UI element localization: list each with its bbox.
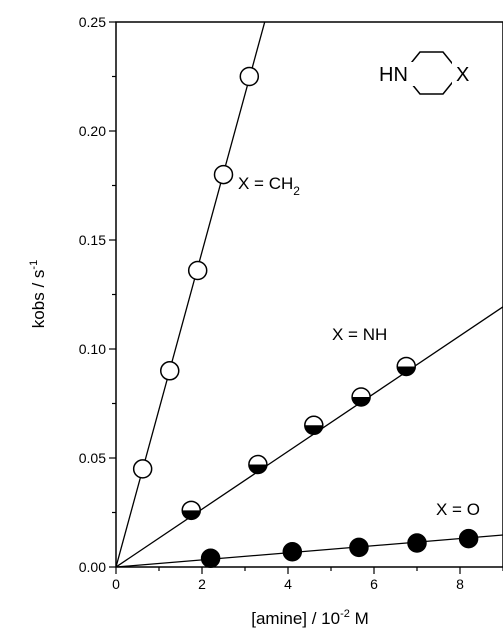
y-axis-title-main: kobs / s: [29, 270, 48, 329]
y-tick-label: 0.05: [79, 450, 106, 466]
data-point-series-2-2: [349, 537, 369, 558]
data-point-series-2-1: [282, 541, 303, 562]
ring-label-hn: HN: [379, 64, 408, 86]
x-axis-ticks: 0 2 4 6 8: [112, 567, 503, 592]
fit-line-series-0: [116, 22, 266, 567]
data-point-series-0-2: [187, 260, 208, 281]
data-point-series-0-1: [160, 361, 180, 381]
data-point-series-1-4: [396, 356, 416, 377]
data-point-series-0-0: [132, 459, 153, 479]
x-tick-label: 8: [456, 576, 464, 592]
data-points: [132, 66, 479, 569]
x-tick-label: 2: [198, 576, 206, 592]
series-label-ch2: X = CH2: [238, 174, 300, 198]
ring-label-mask-right: [452, 62, 474, 86]
x-axis-title: [amine] / 10-2 M: [251, 608, 369, 628]
data-point-series-0-3: [213, 164, 234, 185]
x-tick-label: 4: [284, 576, 292, 592]
fit-line-series-2: [116, 534, 503, 567]
data-point-series-1-2: [304, 415, 324, 436]
y-axis-ticks: 0.00 0.05 0.10 0.15 0.20 0.25: [79, 14, 116, 575]
ring-label-x: X: [456, 64, 469, 86]
data-point-series-2-4: [458, 528, 479, 549]
data-point-series-1-3: [351, 387, 371, 407]
series-label-ch2-main: X = CH: [238, 174, 293, 193]
fit-lines: [116, 22, 503, 567]
y-tick-label: 0.20: [79, 123, 106, 139]
ring-structure-inset: HN X: [377, 51, 474, 95]
y-tick-label: 0.25: [79, 14, 106, 30]
x-axis-title-sup: -2: [340, 608, 350, 620]
ring-label-mask-left: [377, 62, 415, 86]
y-axis-title-sup: -1: [28, 260, 40, 270]
x-tick-label: 0: [112, 576, 120, 592]
y-tick-label: 0.10: [79, 341, 106, 357]
x-axis-title-tail: M: [350, 609, 369, 628]
x-tick-label: 6: [370, 576, 378, 592]
y-axis-title: kobs / s-1: [28, 260, 48, 328]
plot-frame: [115, 21, 503, 568]
data-point-series-2-0: [200, 548, 221, 569]
series-label-ch2-sub: 2: [293, 184, 300, 198]
data-point-series-2-3: [407, 533, 427, 553]
x-axis-title-main: [amine] / 10: [251, 609, 340, 628]
data-point-series-1-1: [248, 454, 268, 475]
data-point-series-1-0: [181, 500, 201, 521]
y-tick-label: 0.00: [79, 559, 106, 575]
data-point-series-0-4: [239, 66, 260, 87]
series-label-o: X = O: [436, 500, 480, 519]
series-label-nh: X = NH: [332, 325, 387, 344]
y-tick-label: 0.15: [79, 232, 106, 248]
